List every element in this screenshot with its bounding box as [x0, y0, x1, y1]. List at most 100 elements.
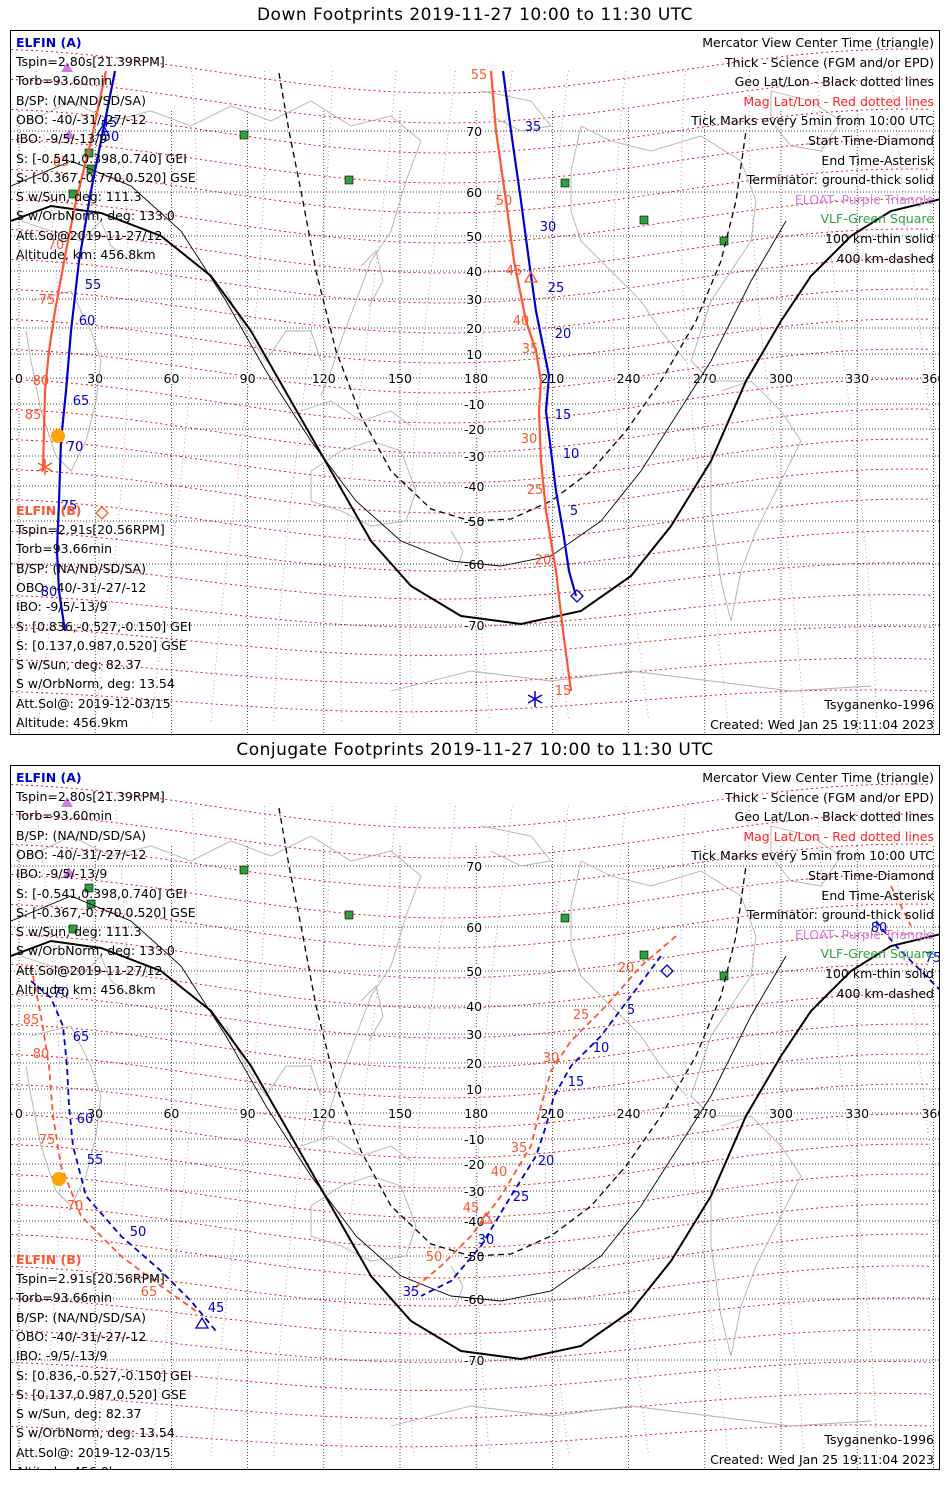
- sc-b-tick-label: 65: [53, 155, 70, 170]
- sc-b-tick-label: 50: [496, 194, 513, 209]
- mag-lat-line: [11, 1424, 932, 1448]
- sc-a-tick-label: 20: [538, 1154, 555, 1169]
- mag-grid: [11, 783, 932, 1448]
- sc-a-tick-label: 10: [563, 447, 580, 462]
- start-diamond-icon: [95, 506, 109, 520]
- mag-lon-line: [340, 70, 397, 722]
- mag-lat-line: [11, 1173, 932, 1219]
- mag-lat-line: [11, 562, 932, 600]
- sc-a-tick-label: 75: [925, 951, 940, 966]
- sc_a-info-line: B/SP: (NA/ND/SD/SA): [16, 92, 146, 108]
- sc_a-info-line: Tspin=2.80s[21.39RPM]: [16, 789, 165, 804]
- sc-b-tick-label: 85: [23, 1013, 40, 1028]
- legend-item: 100 km-thin solid: [825, 966, 934, 981]
- sc-b-tick-label: 20: [618, 961, 635, 976]
- sc-b-tick-label: 45: [463, 1201, 480, 1216]
- sc_a-info-line: IBO: -9/5/-13/9: [16, 866, 108, 882]
- vlf-station-square: [560, 178, 570, 188]
- mag-lat-line: [11, 903, 932, 949]
- sc-b-track-left: [30, 965, 197, 1312]
- sc-a-tick-label: 25: [548, 281, 565, 296]
- mag-lat-line: [11, 258, 932, 304]
- mag-lat-line: [11, 783, 932, 829]
- lat-tick-label: 30: [466, 1027, 482, 1042]
- legend-item: Thick - Science (FGM and/or EPD): [725, 789, 934, 805]
- mag-lat-line: [11, 657, 932, 685]
- lat-tick-label: 20: [466, 321, 482, 336]
- sc-b-tick-label: 70: [67, 1199, 84, 1214]
- coastline: [300, 1135, 412, 1162]
- coastline: [710, 380, 802, 622]
- sc_a-info-line: Torb=93.60min: [16, 808, 113, 824]
- legend-item: Terminator: ground-thick solid: [746, 907, 934, 923]
- mag-lat-line: [11, 1113, 932, 1159]
- mag-lat-line: [11, 498, 932, 544]
- sc-a-tick-label: 50: [130, 1225, 147, 1240]
- sc_a-info-line: S w/OrbNorm, deg: 133.0: [16, 943, 175, 959]
- lat-tick-label: -50: [464, 514, 484, 529]
- mag-lat-line: [11, 933, 932, 979]
- end-asterisk-icon: [527, 691, 543, 707]
- mag-lat-line: [11, 438, 932, 484]
- mag-lat-line: [11, 813, 932, 859]
- sc-b-tick-label: 25: [573, 1008, 590, 1023]
- sc-b-tick-label: 30: [543, 1051, 560, 1066]
- lon-tick-label: 270: [693, 371, 717, 386]
- sc_b-info-line: S: [0.836,-0.527,-0.150] GEI: [16, 618, 192, 634]
- vlf-station-square: [344, 175, 354, 185]
- lat-tick-label: -10: [464, 1132, 484, 1147]
- vlf-station-square: [560, 913, 570, 923]
- coastline: [320, 875, 422, 1132]
- coastline: [20, 220, 132, 262]
- mag-lon-line: [544, 70, 570, 722]
- mag-lon-lines: [35, 70, 939, 722]
- lon-tick-label: 330: [845, 371, 869, 386]
- lon-tick-label: 180: [464, 371, 488, 386]
- legend-item: Thick - Science (FGM and/or EPD): [725, 54, 934, 70]
- sc-a-tick-label: 30: [478, 1233, 495, 1248]
- coastline: [450, 530, 464, 572]
- sc_b-info-line: Torb=93.66min: [16, 541, 113, 557]
- lon-tick-label: 180: [464, 1106, 488, 1121]
- legend-item: Mercator View Center Time (triangle): [702, 35, 934, 50]
- lon-tick-label: 360: [921, 371, 940, 386]
- lon-tick-label: 270: [693, 1106, 717, 1121]
- mag-lat-line: [11, 378, 932, 424]
- mag-lon-line: [273, 805, 333, 1457]
- sc_a-info-line: Torb=93.60min: [16, 73, 113, 89]
- lon-tick-label: 210: [540, 371, 564, 386]
- down-footprints-map: 0 30 60 90 120 150 180 210 240 270 300 330 360 70 60 50…: [11, 48, 940, 734]
- terminator-100km: [11, 895, 787, 1302]
- sc-b-tick-label: 30: [521, 432, 538, 447]
- sc_b-info-line: Att.Sol@: 2019-12-03/15: [16, 695, 171, 711]
- sc-b-track-right: [410, 935, 677, 1292]
- legend-item: Tick Marks every 5min from 10:00 UTC: [691, 848, 934, 864]
- mag-lat-line: [11, 1297, 932, 1335]
- mag-lat-line: [11, 198, 932, 244]
- sc_a-info-line: Altitude, km: 456.8km: [16, 982, 156, 997]
- vlf-station-square: [639, 950, 649, 960]
- mag-lon-line: [151, 805, 198, 1457]
- sc_b-info-line: S: [0.137,0.987,0.520] GSE: [16, 637, 187, 653]
- mag-lon-line: [151, 70, 198, 722]
- mag-lon-line: [210, 805, 266, 1457]
- coastline: [20, 955, 132, 997]
- vlf-station-square: [639, 215, 649, 225]
- mag-lon-line: [680, 805, 729, 1457]
- mag-lat-line: [11, 843, 932, 889]
- mag-lat-line: [11, 993, 932, 1039]
- lat-tick-label: 60: [466, 185, 482, 200]
- coastline: [225, 1025, 322, 1097]
- lat-tick-label: -10: [464, 397, 484, 412]
- lat-tick-label: 60: [466, 920, 482, 935]
- mag-lon-line: [544, 805, 570, 1457]
- sc-a-name: ELFIN (A): [16, 35, 82, 50]
- lon-tick-label: 90: [240, 371, 256, 386]
- lat-tick-label: 70: [466, 859, 482, 874]
- sc-b-tick-label: 85: [25, 408, 42, 423]
- vlf-station-square: [344, 910, 354, 920]
- legend-item: ELOAT- Purple Triangle: [794, 926, 934, 942]
- sun-icon: [52, 1172, 66, 1186]
- sc_b-info-line: Att.Sol@: 2019-12-03/15: [16, 1444, 171, 1460]
- legend-item: Mag Lat/Lon - Red dotted lines: [743, 93, 934, 109]
